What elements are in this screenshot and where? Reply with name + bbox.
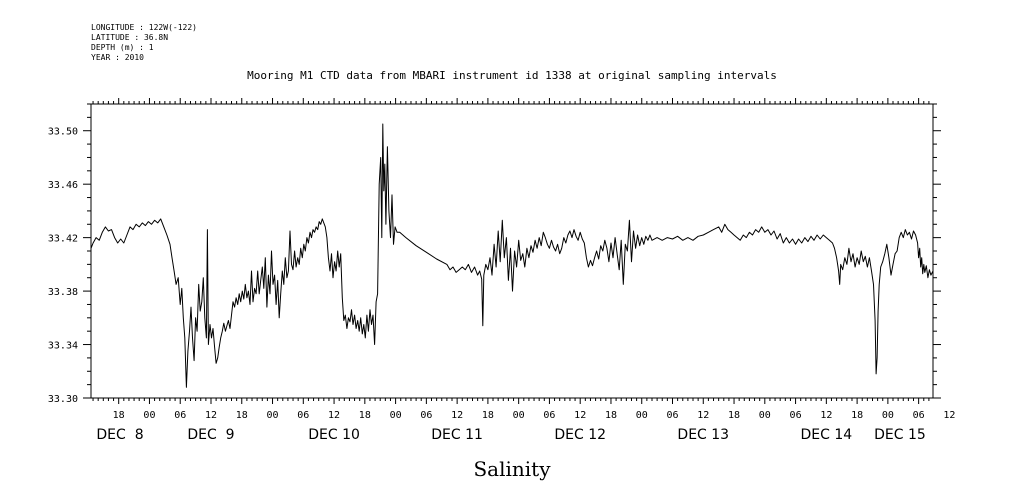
x-date-label: DEC 15 — [874, 427, 926, 443]
plot-frame — [90, 103, 934, 399]
x-tick-label: 12 — [697, 410, 709, 421]
x-date-label: DEC 10 — [308, 427, 360, 443]
metadata-block: LONGITUDE : 122W(-122) LATITUDE : 36.8N … — [91, 23, 197, 62]
x-date-label: DEC 12 — [554, 427, 606, 443]
x-axis-date-labels: DEC 8 DEC 9 DEC 10 DEC 11 DEC 12 DEC 13 DEC 14… — [96, 427, 925, 443]
x-tick-label: 12 — [820, 410, 832, 421]
y-tick-label: 33.30 — [48, 394, 78, 405]
chart-title: Mooring M1 CTD data from MBARI instrumen… — [247, 69, 777, 82]
y-tick-label: 33.46 — [48, 180, 78, 191]
x-tick-label: 06 — [174, 410, 186, 421]
y-tick-label: 33.42 — [48, 234, 78, 245]
x-tick-label: 18 — [482, 410, 494, 421]
x-tick-label: 06 — [913, 410, 925, 421]
y-tick-label: 33.50 — [48, 127, 78, 138]
x-tick-label: 06 — [666, 410, 678, 421]
x-tick-label: 00 — [267, 410, 279, 421]
x-tick-label: 18 — [359, 410, 371, 421]
x-date-label: DEC 8 — [96, 427, 143, 443]
x-tick-label: 00 — [143, 410, 155, 421]
x-tick-label: 18 — [113, 410, 125, 421]
x-axis-ticks — [92, 98, 930, 404]
y-axis-ticks — [83, 103, 941, 399]
x-tick-label: 06 — [543, 410, 555, 421]
x-date-label: DEC 14 — [801, 427, 853, 443]
x-tick-label: 12 — [574, 410, 586, 421]
x-tick-label: 06 — [297, 410, 309, 421]
meta-line-depth: DEPTH (m) : 1 — [91, 43, 154, 52]
x-axis-title: Salinity — [473, 457, 551, 481]
x-tick-label: 00 — [390, 410, 402, 421]
meta-line-year: YEAR : 2010 — [91, 53, 144, 62]
y-tick-label: 33.34 — [48, 341, 78, 352]
x-tick-label: 00 — [636, 410, 648, 421]
x-tick-label: 18 — [728, 410, 740, 421]
x-tick-label: 12 — [205, 410, 217, 421]
x-tick-label: 06 — [790, 410, 802, 421]
x-date-label: DEC 11 — [431, 427, 483, 443]
meta-line-latitude: LATITUDE : 36.8N — [91, 33, 168, 42]
x-tick-label: 18 — [605, 410, 617, 421]
x-tick-label: 06 — [420, 410, 432, 421]
meta-line-longitude: LONGITUDE : 122W(-122) — [91, 23, 197, 32]
x-tick-label: 18 — [236, 410, 248, 421]
x-axis-hour-labels: 18 00 06 12 18 00 06 12 18 00 06 12 18 00 06 12 18 00 06 12… — [113, 410, 956, 421]
y-tick-label: 33.38 — [48, 287, 78, 298]
x-tick-label: 12 — [451, 410, 463, 421]
salinity-series-line — [90, 123, 934, 388]
y-axis-labels: 33.30 33.34 33.38 33.42 33.46 33.50 — [48, 127, 78, 405]
x-tick-label: 00 — [513, 410, 525, 421]
x-tick-label: 18 — [851, 410, 863, 421]
x-tick-label: 00 — [882, 410, 894, 421]
x-tick-label: 12 — [943, 410, 955, 421]
x-tick-label: 12 — [328, 410, 340, 421]
x-date-label: DEC 13 — [677, 427, 729, 443]
x-date-label: DEC 9 — [187, 427, 234, 443]
x-tick-label: 00 — [759, 410, 771, 421]
